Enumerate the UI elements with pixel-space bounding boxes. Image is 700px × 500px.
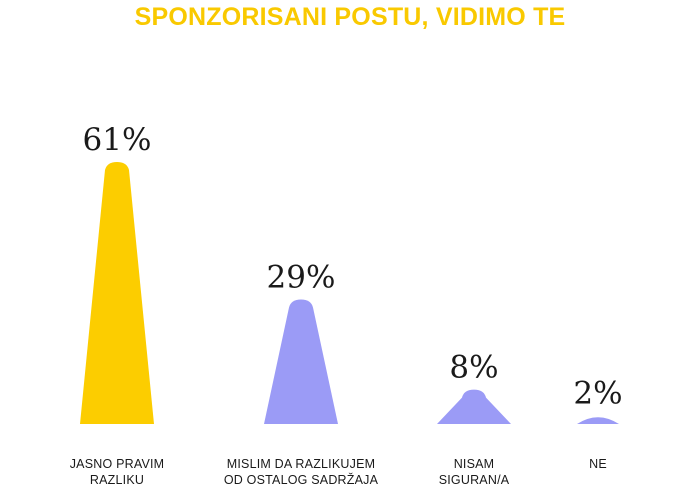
category-label-2: MISLIM DA RAZLIKUJEM OD OSTALOG SADRŽAJA [206,456,396,488]
category-label-line: SIGURAN/A [438,473,510,487]
value-label-4: 2% [573,375,622,411]
bar-3 [437,389,511,424]
category-label-line: NE [589,457,607,471]
value-label-1: 61% [83,122,152,158]
category-label-line: MISLIM DA RAZLIKUJEM [226,457,376,471]
value-label-3: 8% [449,350,498,386]
category-label-line: NISAM [453,457,495,471]
chart-title: SPONZORISANI POSTU, VIDIMO TE [134,3,566,31]
bar-1 [80,162,154,424]
value-label-2: 29% [267,259,336,295]
category-label-1: JASNO PRAVIM RAZLIKU [22,456,212,488]
category-label-4: NE [503,456,693,472]
category-label-3: NISAM SIGURAN/A [379,456,569,488]
bar-4 [577,417,619,424]
category-label-line: RAZLIKU [89,473,145,487]
bar-2 [264,299,338,424]
category-label-line: OD OSTALOG SADRŽAJA [223,473,379,487]
category-label-line: JASNO PRAVIM [69,457,165,471]
